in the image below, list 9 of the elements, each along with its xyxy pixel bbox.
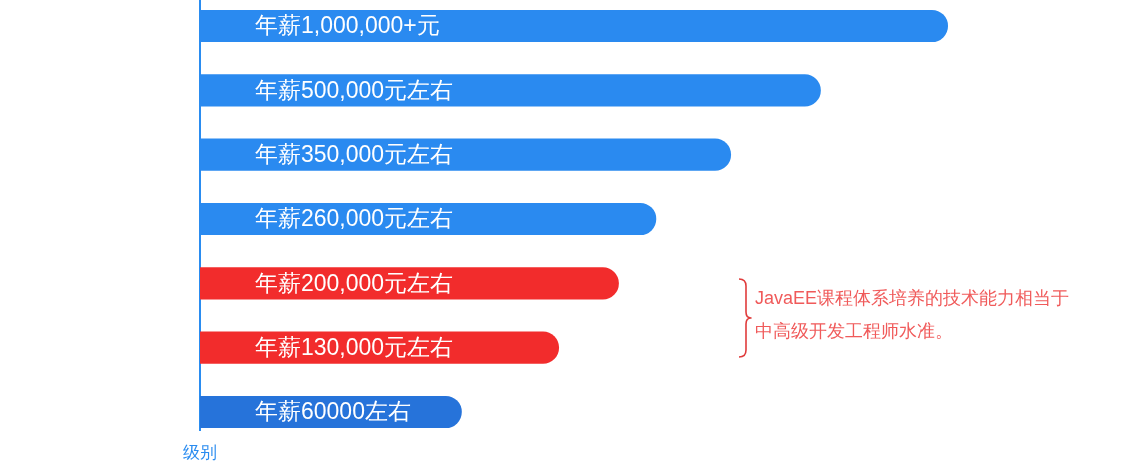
y-tick-label: 年薪130,000元左右: [255, 334, 454, 361]
y-tick-label: 年薪260,000元左右: [255, 205, 454, 232]
y-tick-label: 年薪200,000元左右: [255, 269, 454, 296]
y-tick-label: 年薪500,000元左右: [255, 76, 454, 103]
y-tick-label: 年薪60000左右: [255, 398, 411, 425]
y-tick-label: 年薪350,000元左右: [255, 141, 454, 168]
y-tick-label: 年薪1,000,000+元: [255, 12, 440, 39]
y-axis-title: 级别: [183, 442, 217, 462]
annotation: JavaEE课程体系培养的技术能力相当于中高级开发工程师水准。: [755, 287, 1070, 341]
